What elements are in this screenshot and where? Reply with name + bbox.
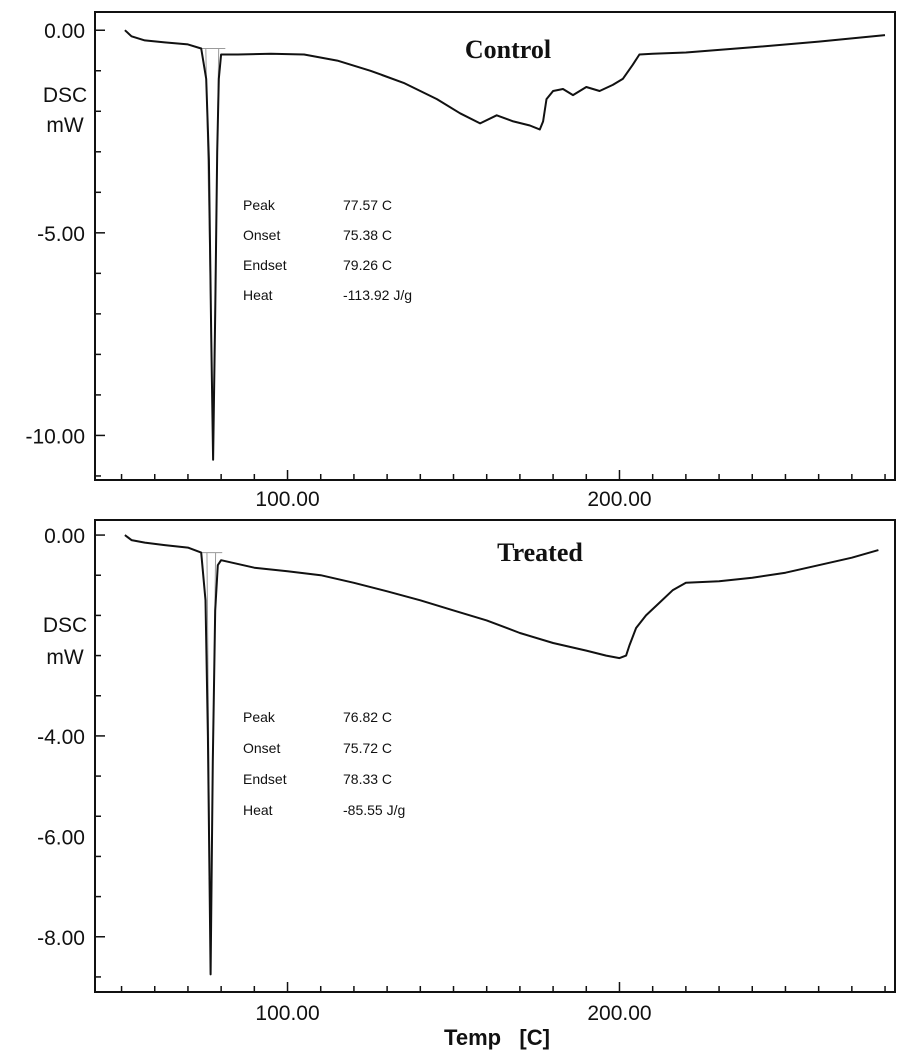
annotation-label: Peak <box>243 709 276 725</box>
dsc-curve-treated <box>124 534 879 976</box>
y-tick-label: -4.00 <box>37 726 85 749</box>
x-axis-ticks: 100.00 200.00 <box>120 982 886 1025</box>
y-axis-label-line-1: DSC <box>43 614 87 637</box>
x-axis-title: Temp [C] <box>444 1025 550 1050</box>
chart-title: Control <box>465 35 551 64</box>
chart-treated: Treated DSC mW 0.00 -4.00 -6.00 -8.00 100.0… <box>37 519 896 1050</box>
y-tick-label: 0.00 <box>44 20 85 43</box>
annotation-label: Peak <box>243 197 276 213</box>
chart-control: Control DSC mW 0.00 -5.00 -10.00 100.00 200… <box>25 11 896 511</box>
y-axis-label-line-2: mW <box>46 646 83 669</box>
annotation-value: 75.38 C <box>343 227 392 243</box>
annotation-value: 78.33 C <box>343 771 392 787</box>
x-axis-ticks: 100.00 200.00 <box>120 470 886 511</box>
y-axis-label-line-1: DSC <box>43 84 87 107</box>
plot-frame <box>94 519 896 993</box>
y-tick-label: -10.00 <box>25 425 85 448</box>
x-tick-label: 100.00 <box>255 1002 319 1025</box>
peak-annotation-table: Peak 77.57 C Onset 75.38 C Endset 79.26 … <box>243 197 412 303</box>
chart-title: Treated <box>497 538 583 567</box>
annotation-value: 76.82 C <box>343 709 392 725</box>
y-axis-label-line-2: mW <box>46 114 83 137</box>
dsc-curve-control <box>124 29 886 461</box>
annotation-value: -113.92 J/g <box>343 287 412 303</box>
annotation-label: Onset <box>243 227 280 243</box>
annotation-label: Endset <box>243 257 287 273</box>
annotation-label: Heat <box>243 287 273 303</box>
peak-annotation-table: Peak 76.82 C Onset 75.72 C Endset 78.33 … <box>243 709 405 818</box>
x-tick-label: 200.00 <box>587 1002 651 1025</box>
annotation-label: Onset <box>243 740 280 756</box>
annotation-label: Endset <box>243 771 287 787</box>
y-axis-ticks: 0.00 -4.00 -6.00 -8.00 <box>37 525 105 978</box>
annotation-value: 77.57 C <box>343 197 392 213</box>
x-tick-label: 200.00 <box>587 488 651 511</box>
annotation-value: 79.26 C <box>343 257 392 273</box>
y-tick-label: -8.00 <box>37 927 85 950</box>
y-tick-label: 0.00 <box>44 525 85 548</box>
annotation-label: Heat <box>243 802 273 818</box>
annotation-value: 75.72 C <box>343 740 392 756</box>
plot-frame <box>94 11 896 481</box>
y-tick-label: -6.00 <box>37 826 85 849</box>
x-tick-label: 100.00 <box>255 488 319 511</box>
y-axis-ticks: 0.00 -5.00 -10.00 <box>25 20 105 477</box>
y-tick-label: -5.00 <box>37 223 85 246</box>
annotation-value: -85.55 J/g <box>343 802 405 818</box>
